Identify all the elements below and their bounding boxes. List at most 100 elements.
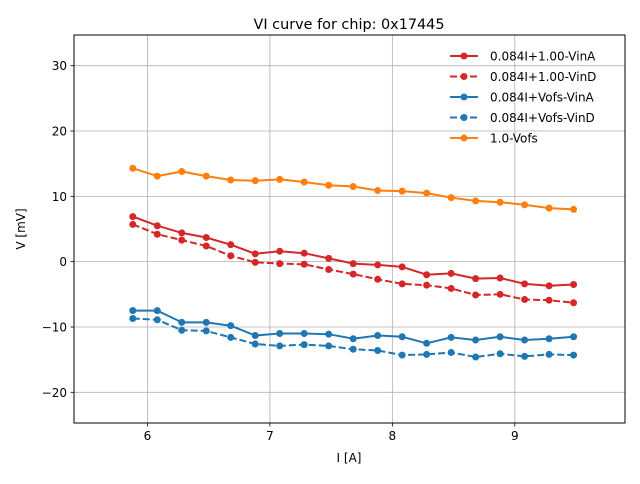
data-point xyxy=(178,229,186,237)
data-point xyxy=(521,352,529,360)
data-point xyxy=(521,296,529,304)
data-point xyxy=(276,175,284,183)
legend-marker xyxy=(460,73,468,80)
y-tick-label: 20 xyxy=(52,125,67,139)
data-point xyxy=(447,333,455,341)
x-axis-ticks: 6 7 8 9 xyxy=(144,423,519,443)
data-point xyxy=(251,250,259,258)
data-point xyxy=(153,316,161,324)
data-point xyxy=(129,314,137,322)
data-point xyxy=(129,164,137,172)
data-point xyxy=(423,189,431,197)
data-point xyxy=(276,342,284,350)
series-0.084I+Vofs-VinA xyxy=(129,307,578,347)
data-point xyxy=(398,333,406,341)
legend-marker xyxy=(460,114,468,121)
x-axis-label: I [A] xyxy=(337,451,362,465)
x-tick-label: 7 xyxy=(266,429,274,443)
y-tick-label: 10 xyxy=(52,190,67,204)
legend-marker xyxy=(460,134,468,142)
data-point xyxy=(570,205,578,213)
data-point xyxy=(472,336,480,344)
data-point xyxy=(349,335,357,343)
data-point xyxy=(276,330,284,338)
legend-item: 0.084I+Vofs-VinA xyxy=(450,91,595,105)
data-point xyxy=(398,263,406,271)
data-point xyxy=(325,254,333,262)
data-point xyxy=(202,242,210,250)
data-point xyxy=(447,269,455,277)
y-axis-ticks: −20 −10 0 10 20 30 xyxy=(42,59,74,400)
data-point xyxy=(300,249,308,257)
legend-label: 0.084I+Vofs-VinA xyxy=(490,91,595,105)
data-point xyxy=(472,197,480,205)
legend-label: 1.0-Vofs xyxy=(490,132,538,146)
data-point xyxy=(300,178,308,186)
data-point xyxy=(325,342,333,350)
data-point xyxy=(570,299,578,307)
data-point xyxy=(202,233,210,241)
data-point xyxy=(129,220,137,228)
data-point xyxy=(300,330,308,338)
data-point xyxy=(423,339,431,347)
x-tick-label: 9 xyxy=(511,429,519,443)
data-point xyxy=(227,176,235,184)
plot-frame xyxy=(73,34,626,424)
series-layer xyxy=(129,164,578,361)
data-point xyxy=(153,307,161,315)
data-point xyxy=(423,350,431,358)
data-point xyxy=(129,307,137,315)
legend: 0.084I+1.00-VinA 0.084I+1.00-VinD 0.084I+V… xyxy=(450,50,596,146)
legend-label: 0.084I+1.00-VinA xyxy=(490,50,596,64)
data-point xyxy=(398,187,406,195)
legend-marker xyxy=(460,93,468,101)
data-point xyxy=(178,168,186,176)
y-tick-label: 30 xyxy=(52,59,67,73)
data-point xyxy=(178,318,186,326)
data-point xyxy=(374,346,382,354)
data-point xyxy=(202,172,210,180)
data-point xyxy=(325,265,333,273)
y-axis-label: V [mV] xyxy=(14,208,28,249)
series-0.084I+1.00-VinA xyxy=(129,213,578,290)
y-tick-label: 0 xyxy=(59,255,67,269)
y-tick-label: −20 xyxy=(42,386,67,400)
data-point xyxy=(349,270,357,278)
data-point xyxy=(570,333,578,341)
x-tick-label: 8 xyxy=(389,429,397,443)
data-point xyxy=(178,236,186,244)
legend-item: 0.084I+1.00-VinD xyxy=(450,70,596,84)
data-point xyxy=(227,333,235,341)
series-0.084I+Vofs-VinD xyxy=(129,314,578,361)
data-point xyxy=(374,331,382,339)
data-point xyxy=(227,241,235,249)
data-point xyxy=(496,198,504,206)
data-point xyxy=(251,258,259,266)
data-point xyxy=(178,326,186,334)
data-point xyxy=(398,280,406,288)
legend-label: 0.084I+1.00-VinD xyxy=(490,70,596,84)
series-0.084I+1.00-VinD xyxy=(129,220,578,307)
data-point xyxy=(496,274,504,282)
data-point xyxy=(447,284,455,292)
data-point xyxy=(472,275,480,283)
data-point xyxy=(496,290,504,298)
data-point xyxy=(545,296,553,304)
data-point xyxy=(570,281,578,289)
legend-item: 0.084I+Vofs-VinD xyxy=(450,111,595,125)
data-point xyxy=(447,348,455,356)
y-tick-label: −10 xyxy=(42,320,67,334)
legend-item: 1.0-Vofs xyxy=(450,132,538,146)
data-point xyxy=(374,186,382,194)
data-point xyxy=(349,183,357,191)
data-point xyxy=(472,353,480,361)
data-point xyxy=(496,333,504,341)
data-point xyxy=(349,345,357,353)
data-point xyxy=(545,204,553,212)
data-point xyxy=(423,271,431,279)
data-point xyxy=(496,350,504,358)
data-point xyxy=(202,327,210,335)
data-point xyxy=(349,260,357,268)
